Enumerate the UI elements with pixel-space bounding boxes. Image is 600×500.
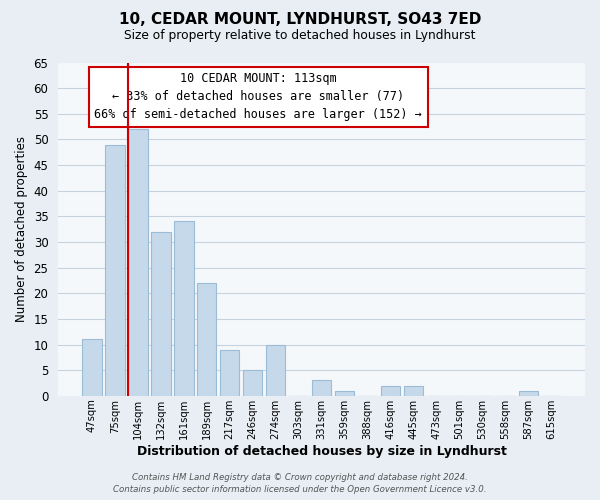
Bar	[266, 344, 286, 396]
Text: 10 CEDAR MOUNT: 113sqm
← 33% of detached houses are smaller (77)
66% of semi-det: 10 CEDAR MOUNT: 113sqm ← 33% of detached…	[94, 72, 422, 122]
Text: Size of property relative to detached houses in Lyndhurst: Size of property relative to detached ho…	[124, 29, 476, 42]
Bar	[404, 386, 423, 396]
Bar	[197, 283, 217, 396]
Bar	[151, 232, 170, 396]
Y-axis label: Number of detached properties: Number of detached properties	[15, 136, 28, 322]
Bar	[105, 144, 125, 396]
Bar	[128, 129, 148, 396]
Bar	[82, 340, 101, 396]
Text: 10, CEDAR MOUNT, LYNDHURST, SO43 7ED: 10, CEDAR MOUNT, LYNDHURST, SO43 7ED	[119, 12, 481, 28]
Bar	[174, 222, 194, 396]
Bar	[312, 380, 331, 396]
Bar	[220, 350, 239, 396]
Bar	[518, 390, 538, 396]
Bar	[381, 386, 400, 396]
Bar	[335, 390, 355, 396]
Text: Contains HM Land Registry data © Crown copyright and database right 2024.
Contai: Contains HM Land Registry data © Crown c…	[113, 472, 487, 494]
X-axis label: Distribution of detached houses by size in Lyndhurst: Distribution of detached houses by size …	[137, 444, 506, 458]
Bar	[243, 370, 262, 396]
